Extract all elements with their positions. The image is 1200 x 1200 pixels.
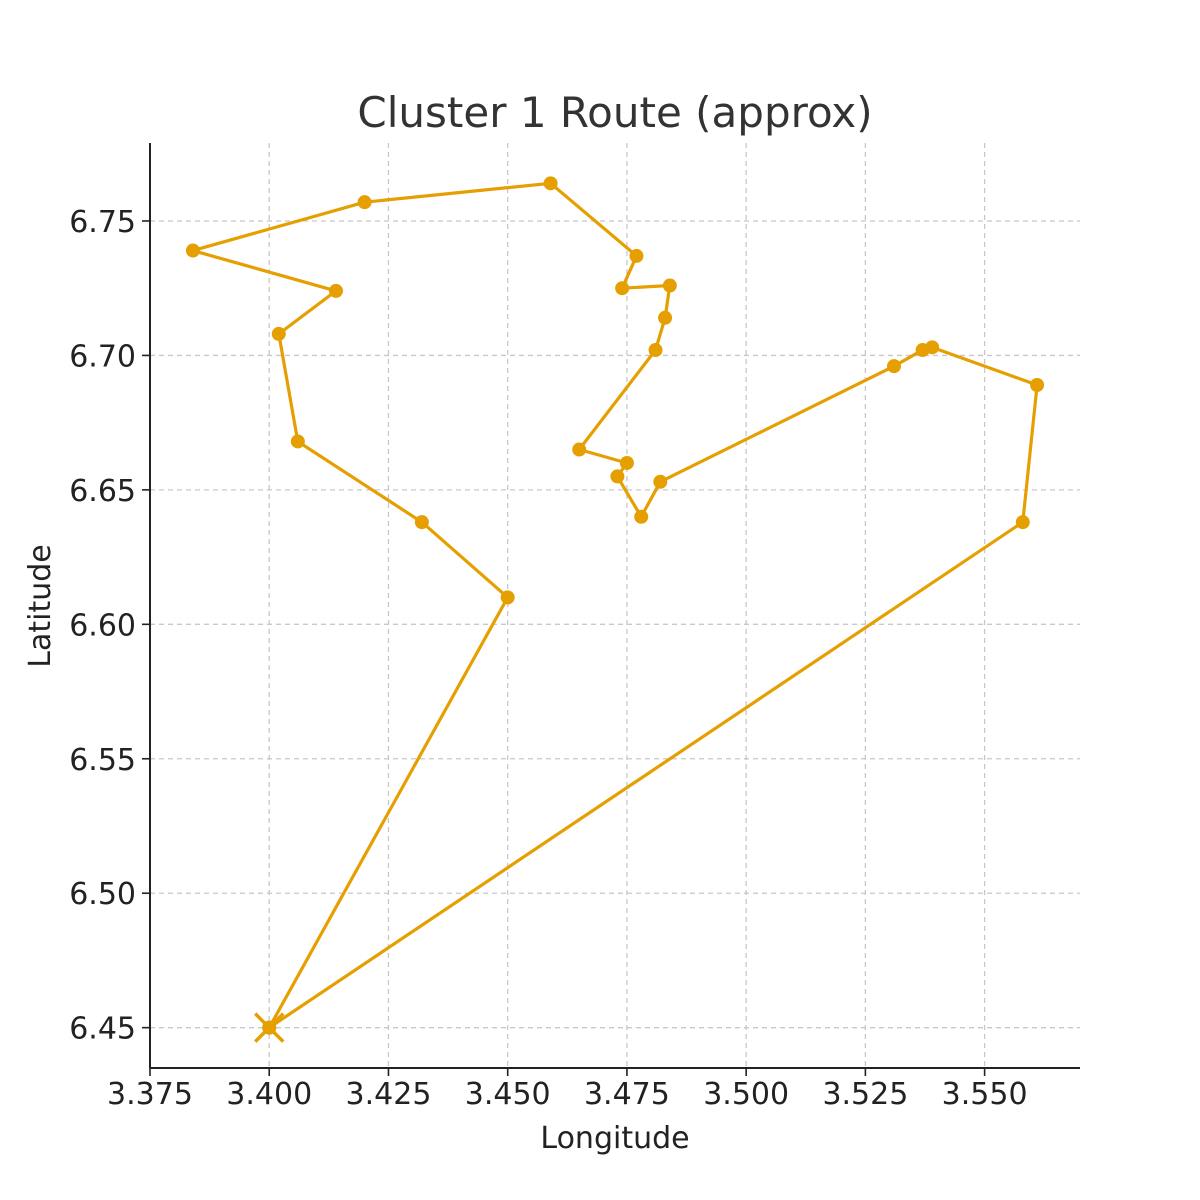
y-tick-label: 6.75 <box>69 205 136 240</box>
route-point <box>357 195 372 210</box>
route-point <box>653 474 668 489</box>
route-point <box>500 590 515 605</box>
y-tick-label: 6.65 <box>69 474 136 509</box>
y-axis-label: Latitude <box>23 544 58 667</box>
axes <box>149 143 1080 1069</box>
route-point <box>658 310 673 325</box>
grid <box>150 143 1080 1068</box>
y-tick-label: 6.55 <box>69 743 136 778</box>
x-tick-label: 3.500 <box>703 1077 789 1112</box>
route-point <box>887 359 901 374</box>
x-tick-label: 3.425 <box>346 1077 432 1112</box>
route-point <box>1015 515 1030 530</box>
y-ticks: 6.45 6.50 6.55 6.60 6.65 6.70 6.75 <box>69 205 150 1047</box>
route-point <box>414 515 429 530</box>
depot-cross-line <box>253 1012 285 1043</box>
y-tick-label: 6.50 <box>69 877 136 912</box>
route-point <box>634 509 649 524</box>
route-point <box>185 243 200 258</box>
series <box>185 176 1045 1043</box>
route-point <box>610 469 625 484</box>
route-point <box>925 340 940 355</box>
y-tick-label: 6.60 <box>69 608 136 643</box>
x-tick-label: 3.550 <box>942 1077 1028 1112</box>
depot-marker <box>253 1012 285 1043</box>
route-point <box>648 343 663 358</box>
route-point <box>619 455 634 470</box>
route-point <box>572 442 587 457</box>
route-line <box>191 181 1039 1030</box>
x-tick-label: 3.400 <box>226 1077 312 1112</box>
route-point <box>662 278 677 293</box>
route-point <box>1030 378 1045 393</box>
y-tick-label: 6.70 <box>69 339 136 374</box>
y-tick-label: 6.45 <box>69 1012 136 1047</box>
x-tick-label: 3.375 <box>107 1077 193 1112</box>
x-axis-label: Longitude <box>540 1121 689 1156</box>
x-tick-label: 3.450 <box>465 1077 551 1112</box>
route-point <box>543 176 558 191</box>
route-point <box>615 281 630 296</box>
route-point <box>629 248 644 263</box>
route-point <box>329 283 343 298</box>
x-tick-label: 3.525 <box>822 1077 908 1112</box>
route-point <box>271 326 286 341</box>
x-ticks: 3.375 3.400 3.425 3.450 3.475 3.500 3.525 3.550 <box>107 1068 1028 1112</box>
route-point <box>290 434 305 449</box>
x-tick-label: 3.475 <box>584 1077 670 1112</box>
chart-title: Cluster 1 Route (approx) <box>357 88 872 137</box>
